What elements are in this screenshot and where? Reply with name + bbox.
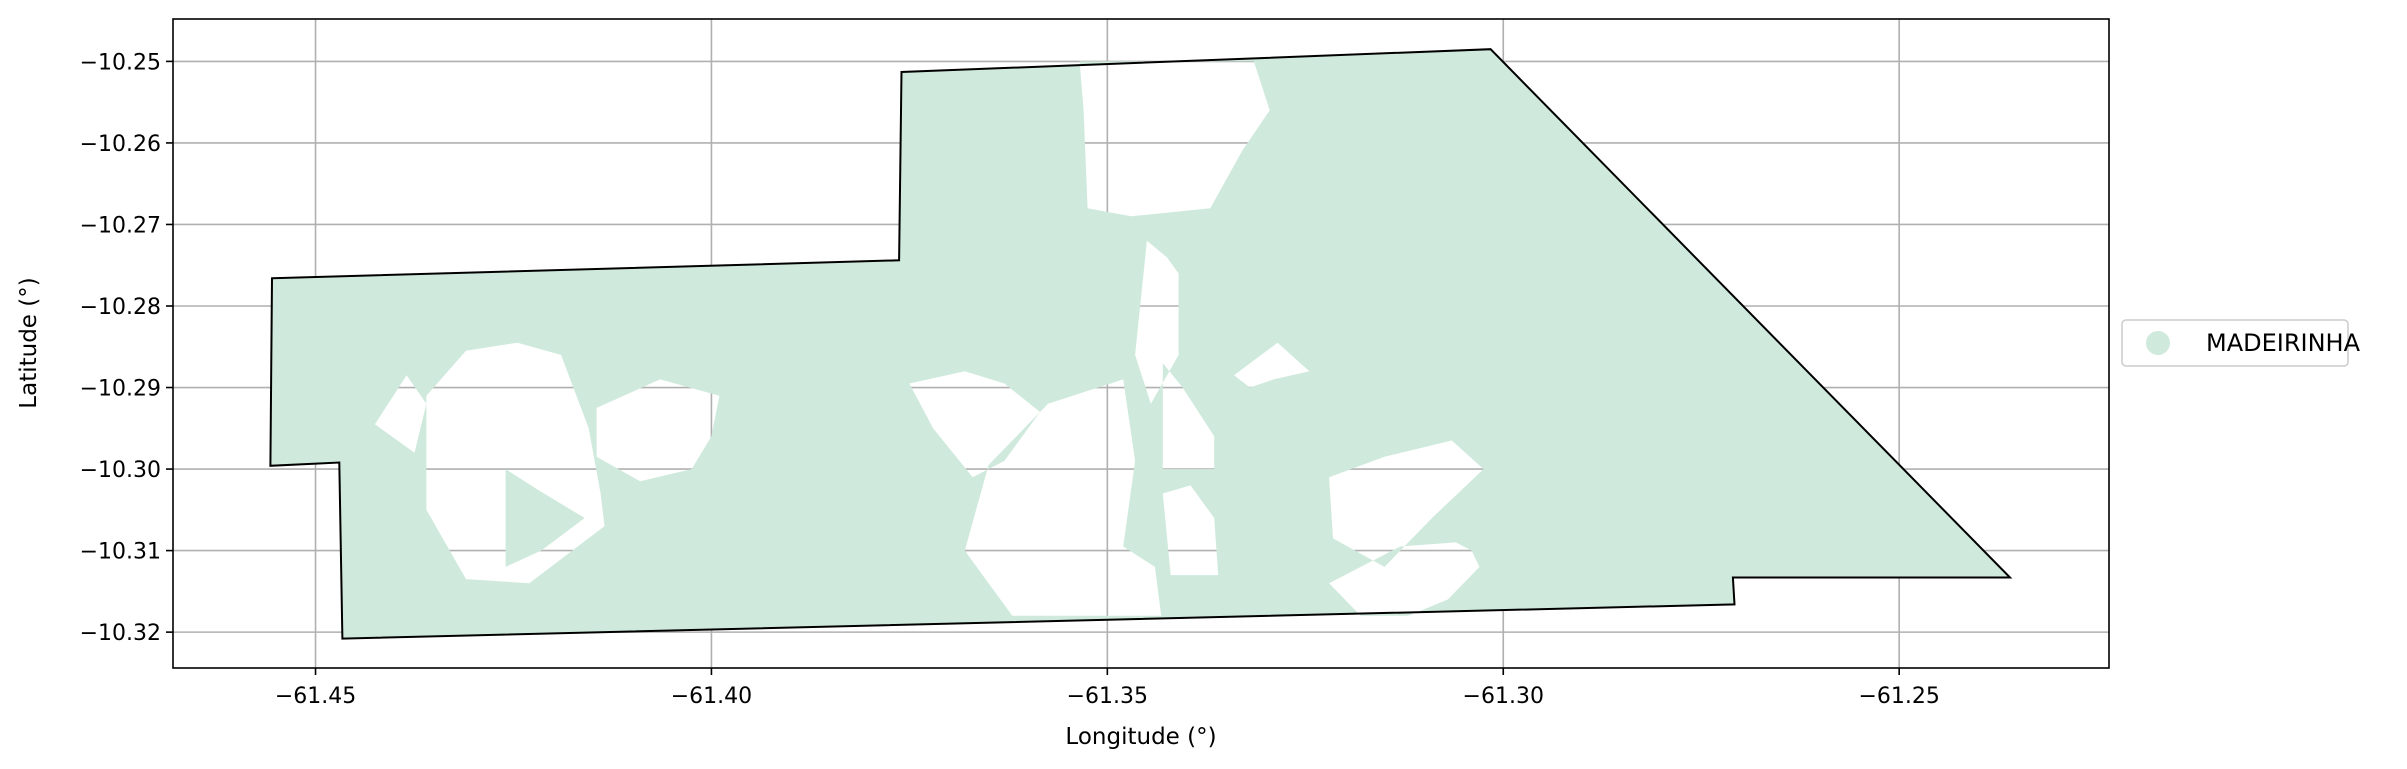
madeirinha-area [270, 49, 2010, 639]
x-axis-title: Longitude (°) [1065, 724, 1216, 750]
y-tick-label: −10.29 [80, 377, 161, 402]
legend-marker-icon [2146, 331, 2170, 355]
y-axis-title: Latitude (°) [16, 277, 42, 408]
x-axis: −61.45 −61.40 −61.35 −61.30 −61.25 [275, 668, 1940, 709]
y-tick-label: −10.30 [80, 458, 161, 483]
y-axis: −10.25 −10.26 −10.27 −10.28 −10.29 −10.30 −10.… [80, 50, 173, 646]
y-tick-label: −10.31 [80, 540, 161, 565]
x-tick-label: −61.40 [671, 684, 752, 709]
plot-frame [172, 18, 2110, 669]
legend: MADEIRINHA [2121, 319, 2361, 367]
y-tick-label: −10.27 [80, 213, 161, 238]
x-tick-label: −61.25 [1858, 684, 1939, 709]
y-tick-label: −10.28 [80, 295, 161, 320]
legend-label: MADEIRINHA [2206, 329, 2361, 357]
x-tick-label: −61.45 [275, 684, 356, 709]
y-tick-label: −10.26 [80, 132, 161, 157]
y-tick-label: −10.32 [80, 621, 161, 646]
y-tick-label: −10.25 [80, 50, 161, 75]
x-tick-label: −61.30 [1463, 684, 1544, 709]
boundary-outline [269, 48, 2013, 640]
legend-box [2121, 319, 2349, 367]
x-tick-label: −61.35 [1067, 684, 1148, 709]
madeirinha-polygon [270, 49, 2010, 639]
